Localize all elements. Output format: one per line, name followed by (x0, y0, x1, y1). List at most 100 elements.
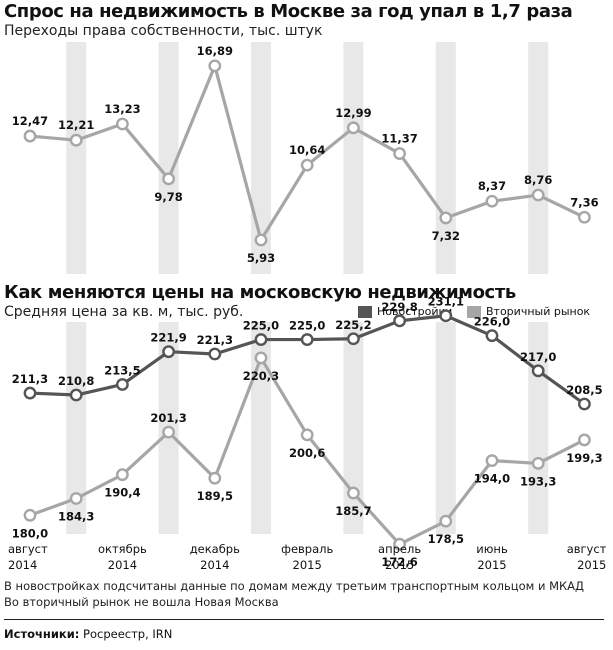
band (435, 322, 456, 534)
secondary-data-label: 184,3 (58, 510, 94, 524)
x-tick-month: август (567, 542, 607, 556)
x-tick-year: 2015 (577, 558, 606, 572)
new-buildings-point (23, 386, 37, 400)
x-tick-year: 2015 (385, 558, 414, 572)
chart1-point (23, 129, 37, 143)
new-buildings-point (393, 314, 406, 328)
legend-new: Новостройки (358, 305, 452, 318)
secondary-data-label: 194,0 (474, 472, 510, 486)
band (158, 42, 179, 274)
chart1-point (208, 59, 222, 73)
x-tick-year: 2014 (200, 558, 229, 572)
new-buildings-point (531, 364, 545, 378)
band (528, 42, 549, 274)
secondary-data-label: 200,6 (289, 446, 325, 460)
secondary-data-label: 201,3 (150, 411, 186, 425)
secondary-data-label: 189,5 (197, 489, 233, 503)
chart1-data-label: 10,64 (289, 143, 325, 157)
new-buildings-data-label: 225,0 (243, 319, 279, 333)
new-buildings-data-label: 225,2 (335, 318, 371, 332)
new-buildings-point (578, 397, 591, 411)
legend-label-secondary: Вторичный рынок (486, 305, 591, 318)
chart2-title: Как меняются цены на московскую недвижим… (4, 282, 516, 303)
new-buildings-data-label: 221,3 (197, 333, 233, 347)
chart1-data-label: 5,93 (247, 251, 275, 265)
divider (4, 619, 604, 620)
x-tick-month: февраль (281, 542, 333, 556)
chart1-point (531, 188, 545, 202)
new-buildings-point (346, 332, 360, 346)
new-buildings-data-label: 213,5 (104, 363, 140, 377)
chart1-plot: 12,47 12,21 13,23 9,78 16,89 5,93 10,64 12,99 11… (12, 44, 599, 265)
chart2-plot: 211,3 210,8 213,5 221,9 221,3 225,0 225,0 225,2… (12, 295, 603, 569)
secondary-data-label: 199,3 (566, 451, 602, 465)
chart1-data-label: 12,21 (58, 118, 94, 132)
x-tick-year: 2015 (293, 558, 322, 572)
new-buildings-data-label: 225,0 (289, 319, 325, 333)
chart2-subtitle: Средняя цена за кв. м, тыс. руб. (4, 304, 244, 320)
x-tick-year: 2014 (108, 558, 137, 572)
secondary-data-label: 178,5 (428, 532, 464, 546)
new-buildings-data-label: 210,8 (58, 374, 94, 388)
new-buildings-point (439, 309, 453, 323)
legend-label-new: Новостройки (377, 305, 453, 318)
new-buildings-data-label: 226,0 (474, 315, 510, 329)
new-buildings-data-label: 211,3 (12, 372, 48, 386)
x-tick-month: август (8, 542, 48, 556)
new-buildings-data-label: 221,9 (150, 331, 186, 345)
x-axis: август 2014 октябрь 2014 декабрь 2014 февраль 2… (8, 542, 607, 572)
chart1-point (346, 121, 360, 135)
legend-swatch-secondary (467, 305, 481, 318)
secondary-point (393, 537, 406, 551)
band (343, 322, 364, 534)
x-tick-month: декабрь (190, 542, 240, 556)
secondary-point (116, 468, 129, 482)
chart1-data-label: 7,32 (432, 229, 460, 243)
secondary-point (531, 456, 545, 470)
chart1-point (439, 211, 453, 225)
secondary-point (208, 471, 222, 485)
secondary-point (485, 454, 499, 468)
secondary-point (23, 508, 37, 522)
new-buildings-point (300, 333, 314, 346)
chart1-data-label: 12,99 (335, 106, 371, 120)
new-buildings-point (208, 347, 222, 361)
new-buildings-data-label: 217,0 (520, 350, 556, 364)
x-tick-year: 2014 (8, 558, 37, 572)
chart1-data-label: 8,37 (478, 179, 506, 193)
secondary-point (254, 351, 268, 365)
x-tick-month: октябрь (98, 542, 147, 556)
x-tick-month: апрель (378, 542, 421, 556)
chart1-data-label: 9,78 (154, 190, 182, 204)
secondary-point (300, 428, 314, 442)
chart1-point (69, 133, 83, 147)
band (343, 42, 364, 274)
chart1-point (485, 194, 499, 208)
band (66, 42, 87, 274)
new-buildings-point (485, 329, 499, 343)
secondary-point (578, 433, 591, 447)
new-buildings-point (69, 388, 83, 402)
new-buildings-point (254, 333, 268, 346)
secondary-data-label: 180,0 (12, 526, 48, 540)
chart1-point (300, 158, 314, 172)
chart1-data-label: 12,47 (12, 114, 48, 128)
band (66, 322, 87, 534)
new-buildings-point (162, 345, 176, 359)
chart1-data-label: 16,89 (197, 44, 233, 58)
x-tick-month: июнь (476, 542, 508, 556)
chart1-point (254, 233, 268, 247)
secondary-point (162, 425, 176, 439)
secondary-data-label: 190,4 (104, 486, 140, 500)
chart1-data-label: 11,37 (381, 132, 417, 146)
chart1-data-label: 7,36 (570, 195, 598, 209)
legend-secondary: Вторичный рынок (467, 305, 590, 318)
x-tick-year: 2015 (477, 558, 506, 572)
legend-swatch-new (358, 305, 372, 318)
chart1-data-label: 13,23 (104, 102, 140, 116)
secondary-data-label: 193,3 (520, 474, 556, 488)
new-buildings-data-label: 208,5 (566, 383, 602, 397)
note-new-buildings: В новостройках подсчитаны данные по дома… (4, 579, 585, 593)
new-buildings-data-label: 229,8 (381, 300, 417, 314)
chart1-point (578, 210, 591, 224)
